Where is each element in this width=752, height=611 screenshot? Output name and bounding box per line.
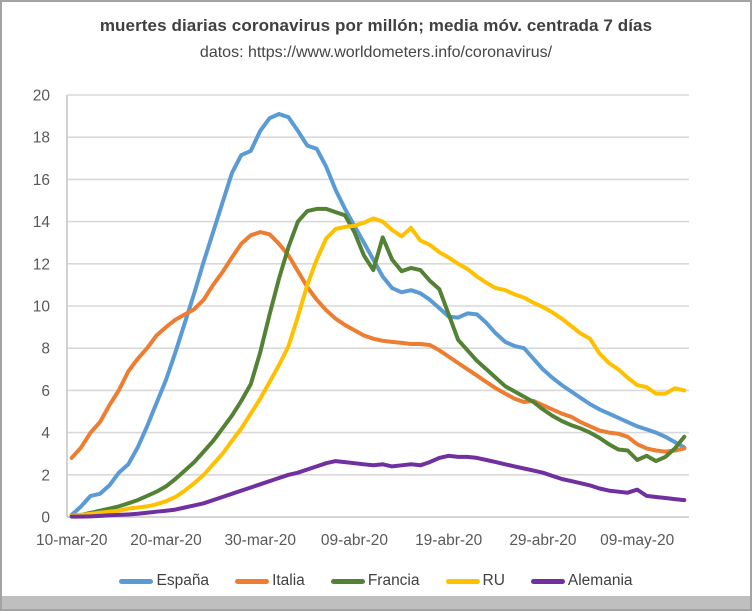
bottom-gray-strip <box>2 596 750 609</box>
x-axis-label: 30-mar-20 <box>224 532 296 549</box>
chart-legend: España Italia Francia RU Alemania <box>2 572 750 590</box>
chart-title: muertes diarias coronavirus por millón; … <box>99 16 653 35</box>
chart-subtitle: datos: https://www.worldometers.info/cor… <box>199 44 553 61</box>
x-axis-label: 09-abr-20 <box>321 532 389 549</box>
y-axis-label: 6 <box>41 383 50 400</box>
y-axis-label: 20 <box>33 88 51 105</box>
legend-swatch-españa <box>119 578 154 584</box>
y-axis-label: 0 <box>41 510 50 527</box>
series-line-españa <box>69 112 687 517</box>
legend-swatch-alemania <box>530 578 565 584</box>
series-line-francia <box>69 206 687 518</box>
x-axis-label: 29-abr-20 <box>509 532 577 549</box>
legend-item-italia: Italia <box>235 572 305 590</box>
y-axis-label: 2 <box>41 467 50 484</box>
y-axis-label: 10 <box>33 299 51 316</box>
legend-label-ru: RU <box>482 572 505 589</box>
series-line-ru <box>69 216 687 518</box>
series-line-italia <box>69 230 687 460</box>
legend-label-españa: España <box>156 572 210 589</box>
y-axis-label: 12 <box>33 256 50 273</box>
legend-label-italia: Italia <box>272 572 305 589</box>
x-axis-label: 10-mar-20 <box>36 532 108 549</box>
y-axis-label: 8 <box>41 341 50 358</box>
y-axis-label: 16 <box>33 172 50 189</box>
y-axis-label: 4 <box>41 425 50 442</box>
x-axis-label: 09-may-20 <box>600 532 674 549</box>
x-axis-label: 20-mar-20 <box>130 532 202 549</box>
legend-swatch-ru <box>445 578 480 584</box>
legend-swatch-italia <box>235 578 270 584</box>
legend-swatch-francia <box>330 578 365 584</box>
legend-item-ru: RU <box>445 572 505 590</box>
y-axis-label: 14 <box>33 214 51 231</box>
legend-item-alemania: Alemania <box>530 572 633 590</box>
legend-label-francia: Francia <box>367 572 420 589</box>
series-line-alemania <box>69 453 687 519</box>
x-axis-label: 19-abr-20 <box>415 532 483 549</box>
legend-item-españa: España <box>119 572 209 590</box>
legend-label-alemania: Alemania <box>567 572 633 589</box>
y-axis-label: 18 <box>33 130 50 147</box>
legend-item-francia: Francia <box>330 572 420 590</box>
